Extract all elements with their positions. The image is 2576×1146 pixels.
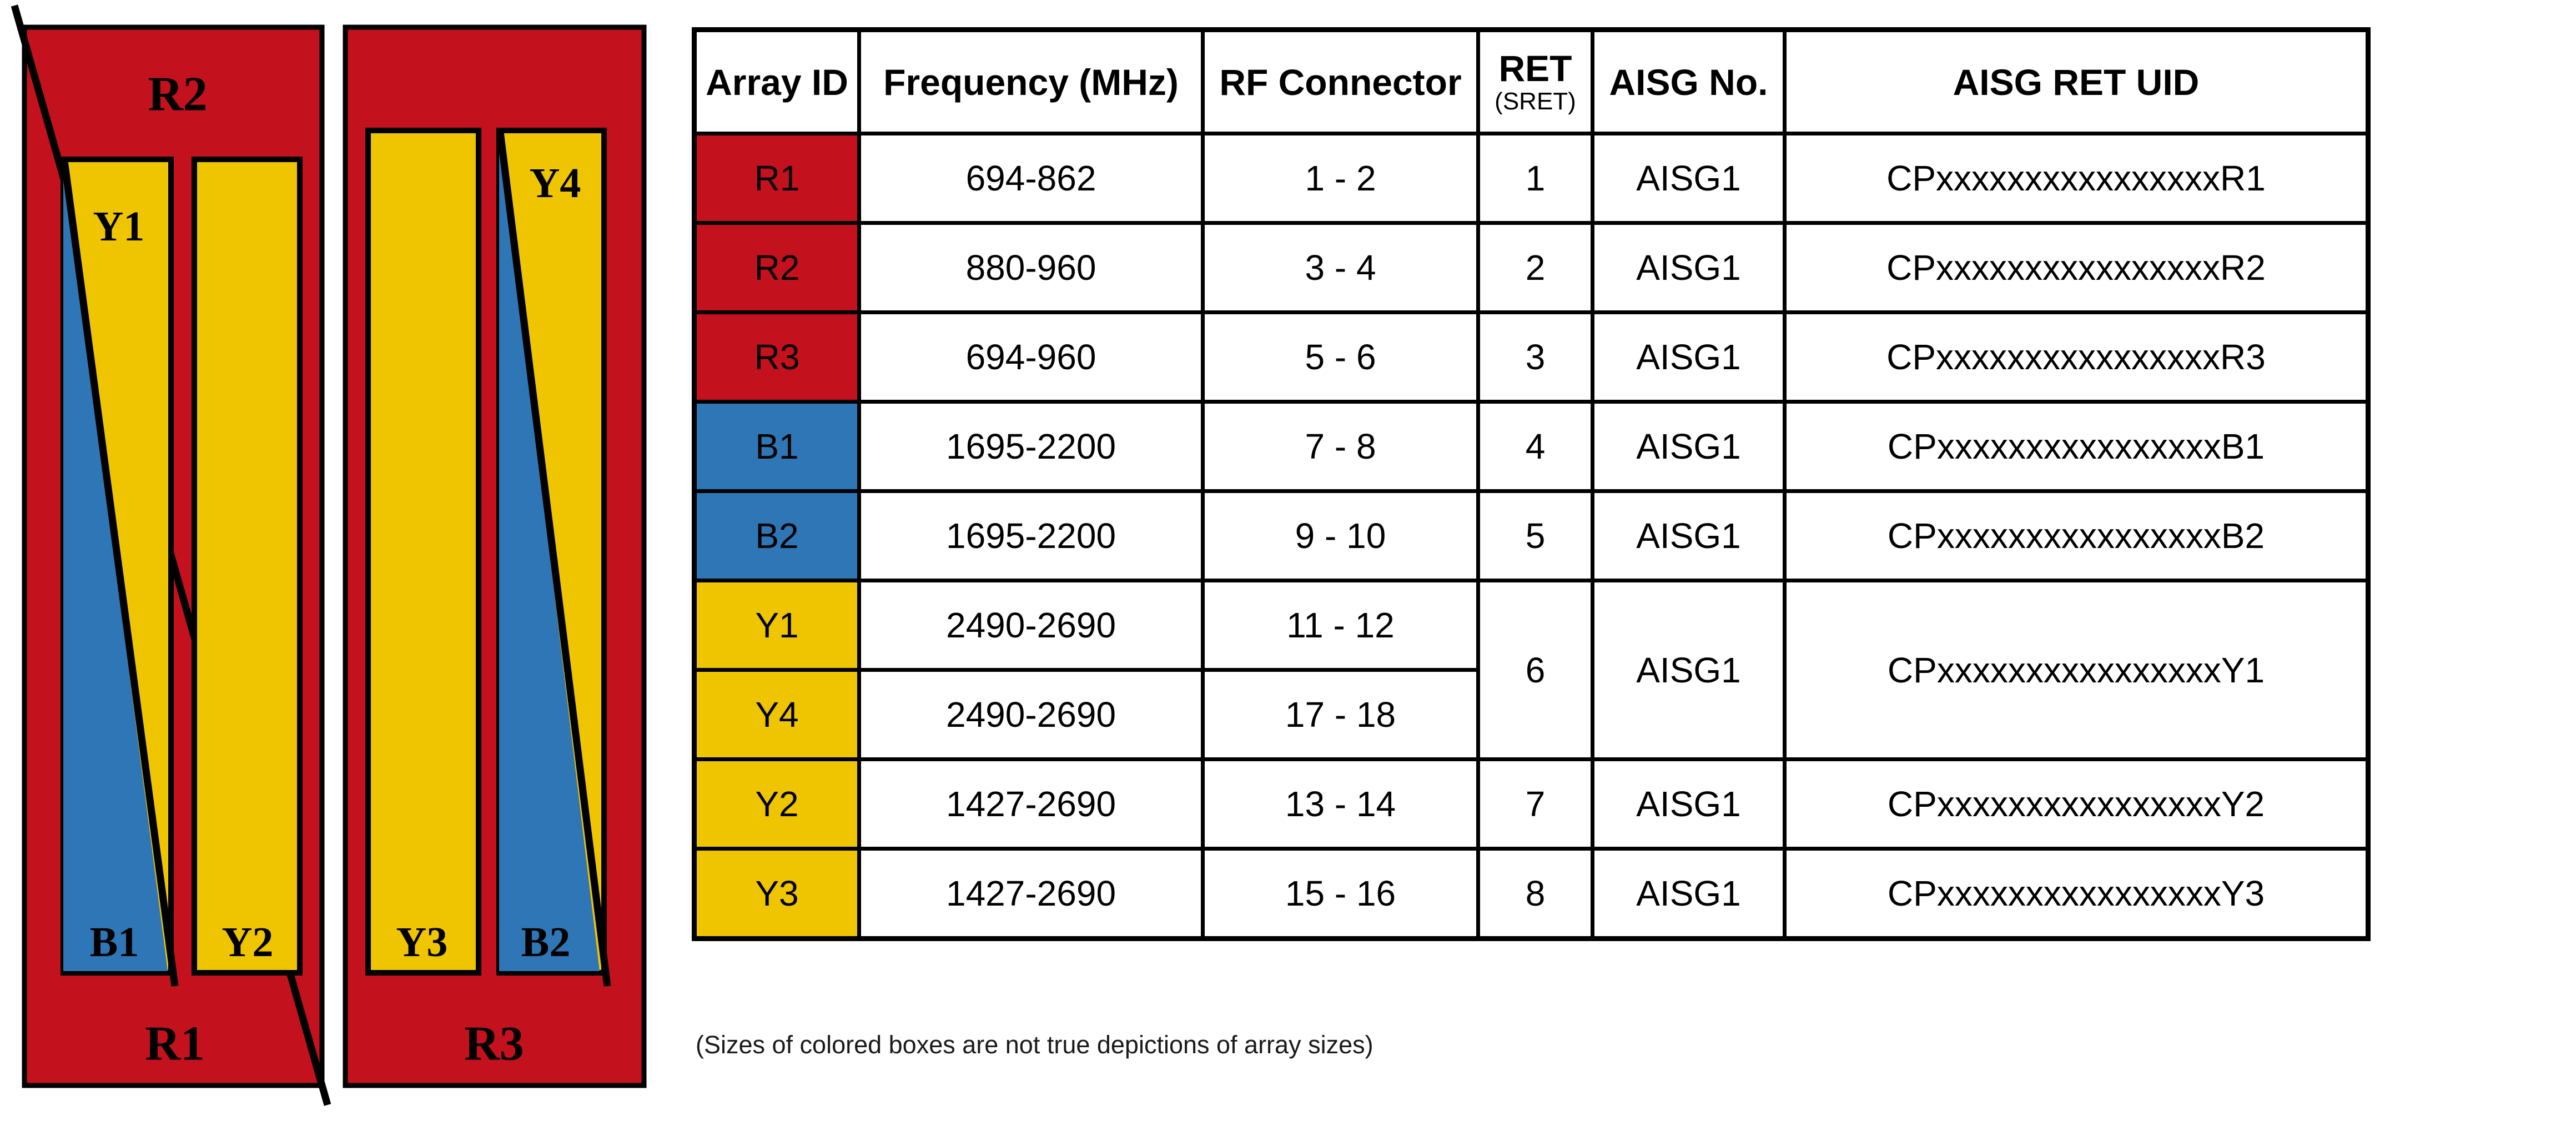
table-row-y3: Y3 1427-2690 15 - 16 8 AISG1 CPxxxxxxxxx… [692,847,2370,941]
cell-aisg-no: AISG1 [1591,757,1787,851]
cell-aisg-no-merged: AISG1 [1591,579,1787,761]
cell-uid: CPxxxxxxxxxxxxxxxxY3 [1783,847,2370,941]
cell-ret-merged: 6 [1476,579,1594,761]
label-y2: Y2 [222,919,274,966]
header-ret-sub: (SRET) [1495,87,1576,115]
label-b2: B2 [521,919,571,966]
cell-rf-connector: 3 - 4 [1201,221,1480,314]
cell-uid: CPxxxxxxxxxxxxxxxxY2 [1783,757,2370,851]
panel2-inner-diagonal-line [496,132,611,987]
cell-rf-connector: 15 - 16 [1201,847,1480,941]
cell-array-id: R1 [692,132,861,225]
cell-array-id: B2 [692,489,861,582]
cell-rf-connector: 7 - 8 [1201,400,1480,493]
cell-ret: 4 [1476,400,1594,493]
cell-frequency: 694-960 [857,310,1205,404]
header-ret-main: RET [1498,47,1572,89]
table-row-y2: Y2 1427-2690 13 - 14 7 AISG1 CPxxxxxxxxx… [692,757,2370,851]
cell-ret: 7 [1476,757,1594,851]
cell-frequency: 2490-2690 [857,579,1205,672]
label-y3: Y3 [396,919,448,966]
table-header-row: Array ID Frequency (MHz) RF Connector RE… [692,28,2370,135]
array-box-y3 [365,128,481,976]
header-aisg-no: AISG No. [1591,28,1787,135]
cell-rf-connector: 5 - 6 [1201,310,1480,404]
cell-rf-connector: 13 - 14 [1201,757,1480,851]
label-y1: Y1 [93,203,145,250]
cell-rf-connector: 17 - 18 [1201,668,1480,761]
table-row-b1: B1 1695-2200 7 - 8 4 AISG1 CPxxxxxxxxxxx… [692,400,2370,493]
cell-aisg-no: AISG1 [1591,132,1787,225]
cell-ret: 1 [1476,132,1594,225]
table-row-r3: R3 694-960 5 - 6 3 AISG1 CPxxxxxxxxxxxxx… [692,310,2370,404]
cell-ret: 3 [1476,310,1594,404]
cell-frequency: 694-862 [857,132,1205,225]
header-ret: RET (SRET) [1476,28,1594,135]
header-array-id: Array ID [692,28,861,135]
label-r2: R2 [148,68,208,122]
cell-aisg-no: AISG1 [1591,489,1787,582]
header-rf-connector: RF Connector [1201,28,1480,135]
cell-rf-connector: 9 - 10 [1201,489,1480,582]
cell-aisg-no: AISG1 [1591,221,1787,314]
cell-uid-merged: CPxxxxxxxxxxxxxxxxY1 [1783,579,2370,761]
table-row-r2: R2 880-960 3 - 4 2 AISG1 CPxxxxxxxxxxxxx… [692,221,2370,314]
cell-aisg-no: AISG1 [1591,310,1787,404]
cell-array-id: R3 [692,310,861,404]
table-row-y1: Y1 2490-2690 11 - 12 6 AISG1 CPxxxxxxxxx… [692,579,2370,761]
cell-array-id: Y2 [692,757,861,851]
footnote: (Sizes of colored boxes are not true dep… [696,1031,1373,1059]
cell-uid: CPxxxxxxxxxxxxxxxxR2 [1783,221,2370,314]
table-row-r1: R1 694-862 1 - 2 1 AISG1 CPxxxxxxxxxxxxx… [692,132,2370,225]
cell-uid: CPxxxxxxxxxxxxxxxxR3 [1783,310,2370,404]
cell-array-id: B1 [692,400,861,493]
cell-array-id: R2 [692,221,861,314]
cell-array-id: Y4 [692,668,861,761]
antenna-panel-1: R2 Y1 B1 Y2 R1 [11,4,331,1106]
table-row-y4: Y4 2490-2690 17 - 18 [692,668,2368,761]
cell-frequency: 1695-2200 [857,489,1205,582]
cell-rf-connector: 1 - 2 [1201,132,1480,225]
header-aisg-ret-uid: AISG RET UID [1783,28,2370,135]
label-y4: Y4 [530,160,581,207]
cell-uid: CPxxxxxxxxxxxxxxxxB2 [1783,489,2370,582]
antenna-panel-2: Y4 Y3 B2 R3 [343,24,647,1088]
cell-frequency: 2490-2690 [857,668,1205,761]
cell-ret: 5 [1476,489,1594,582]
cell-rf-connector: 11 - 12 [1201,579,1480,672]
cell-ret: 8 [1476,847,1594,941]
header-frequency: Frequency (MHz) [857,28,1205,135]
table-row-b2: B2 1695-2200 9 - 10 5 AISG1 CPxxxxxxxxxx… [692,489,2370,582]
cell-frequency: 1427-2690 [857,847,1205,941]
cell-aisg-no: AISG1 [1591,847,1787,941]
label-r1: R1 [145,1017,205,1071]
panel1-inner-diagonal-line [61,160,179,987]
cell-frequency: 1695-2200 [857,400,1205,493]
cell-frequency: 1427-2690 [857,757,1205,851]
cell-frequency: 880-960 [857,221,1205,314]
array-box-y2 [192,157,303,976]
cell-uid: CPxxxxxxxxxxxxxxxxR1 [1783,132,2370,225]
cell-array-id: Y3 [692,847,861,941]
cell-aisg-no: AISG1 [1591,400,1787,493]
array-config-table: Array ID Frequency (MHz) RF Connector RE… [692,27,2371,941]
cell-array-id: Y1 [692,579,861,672]
cell-ret: 2 [1476,221,1594,314]
label-b1: B1 [90,919,139,966]
cell-uid: CPxxxxxxxxxxxxxxxxB1 [1783,400,2370,493]
label-r3: R3 [464,1017,524,1071]
